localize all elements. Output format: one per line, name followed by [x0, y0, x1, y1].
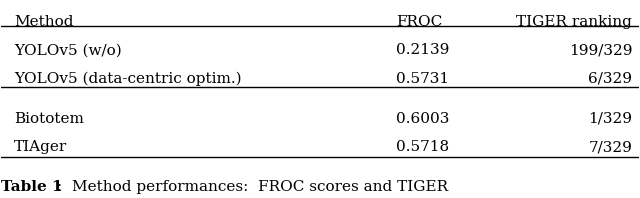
Text: YOLOv5 (w/o): YOLOv5 (w/o) [14, 43, 122, 57]
Text: Method: Method [14, 15, 74, 29]
Text: Table 1: Table 1 [1, 180, 63, 194]
Text: 7/329: 7/329 [588, 140, 632, 154]
Text: 0.2139: 0.2139 [396, 43, 450, 57]
Text: 199/329: 199/329 [569, 43, 632, 57]
Text: 0.6003: 0.6003 [396, 112, 450, 126]
Text: Biototem: Biototem [14, 112, 84, 126]
Text: 0.5718: 0.5718 [396, 140, 449, 154]
Text: 6/329: 6/329 [588, 72, 632, 86]
Text: 1/329: 1/329 [588, 112, 632, 126]
Text: FROC: FROC [396, 15, 443, 29]
Text: 0.5731: 0.5731 [396, 72, 449, 86]
Text: :  Method performances:  FROC scores and TIGER: : Method performances: FROC scores and T… [57, 180, 448, 194]
Text: TIAger: TIAger [14, 140, 67, 154]
Text: TIGER ranking: TIGER ranking [516, 15, 632, 29]
Text: YOLOv5 (data-centric optim.): YOLOv5 (data-centric optim.) [14, 72, 242, 86]
